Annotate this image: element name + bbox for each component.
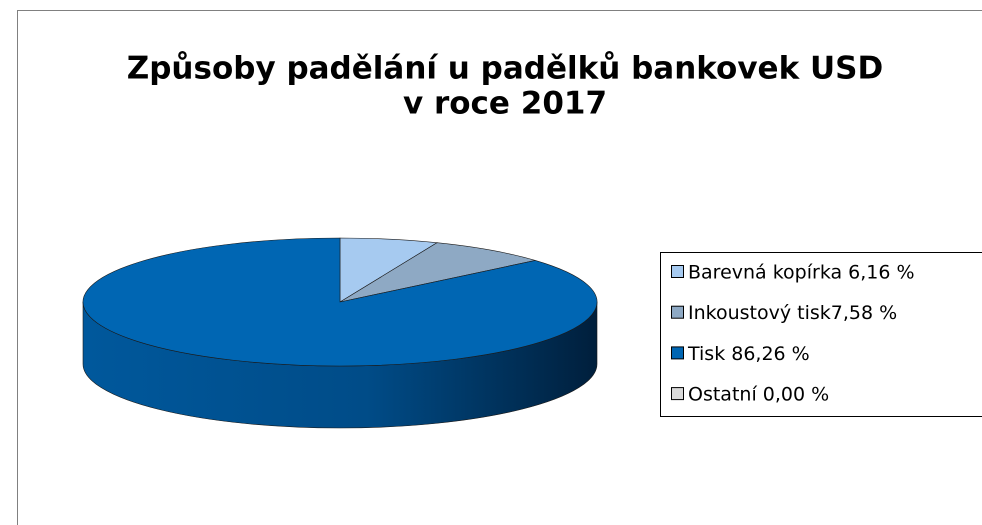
pie-slice	[339, 242, 536, 303]
chart-title: Způsoby padělání u padělků bankovek USD	[127, 51, 883, 87]
legend-label: Inkoustový tisk7,58 %	[688, 302, 897, 324]
legend-swatch	[671, 387, 684, 401]
legend-swatch	[671, 305, 684, 319]
pie-slice	[82, 237, 598, 367]
legend-label: Barevná kopírka 6,16 %	[688, 262, 915, 284]
legend-swatch	[671, 346, 684, 360]
legend-swatch	[671, 265, 684, 278]
legend-label: Tisk 86,26 %	[687, 343, 810, 365]
chart-title: v roce 2017	[403, 86, 607, 122]
legend-box	[660, 252, 982, 417]
legend-label: Ostatní 0,00 %	[688, 384, 829, 406]
